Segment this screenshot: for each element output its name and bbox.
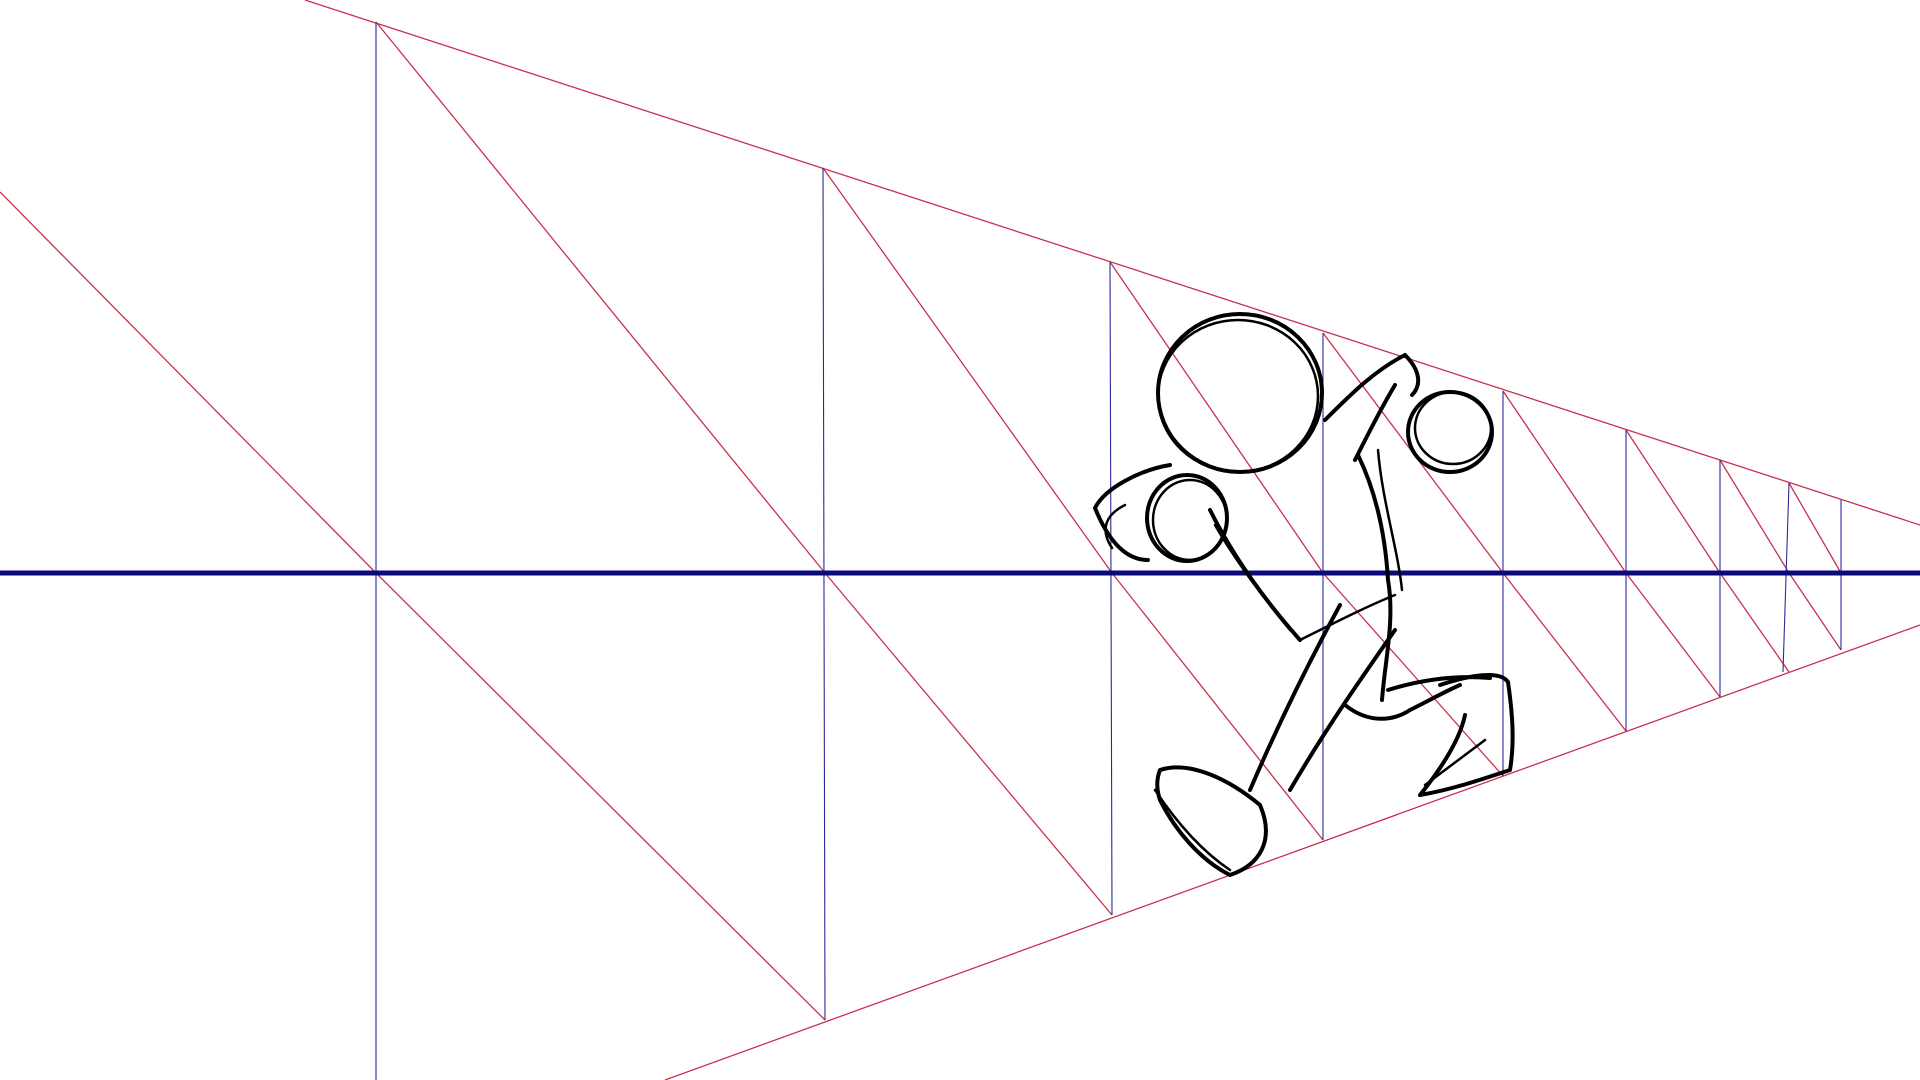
sketch-hip xyxy=(1298,593,1397,642)
sketch-sleeve xyxy=(1104,503,1127,550)
sketch-leg xyxy=(1343,703,1412,721)
top-rail-line xyxy=(304,0,1920,526)
bottom-rail-line xyxy=(664,624,1920,1080)
sketch-foot xyxy=(1155,765,1268,877)
diagonal-line xyxy=(1109,261,1324,574)
vertical-line xyxy=(822,167,826,1021)
figure-sketch xyxy=(1093,312,1515,877)
diagonal-line xyxy=(375,21,826,574)
sketch-forearm xyxy=(1213,523,1292,632)
diagonal-line xyxy=(824,572,1113,916)
sketch-foot xyxy=(1418,673,1515,797)
sketch-torso xyxy=(1356,453,1393,702)
sketch-fist xyxy=(1413,390,1493,466)
sketch-torso xyxy=(1376,448,1404,592)
sketch-head xyxy=(1156,318,1320,474)
sketch-leg xyxy=(1408,683,1462,712)
diagonal-line xyxy=(1788,482,1842,574)
sketch-arm xyxy=(1403,353,1421,397)
diagonal-line xyxy=(1625,429,1721,574)
sketch-foot xyxy=(1423,738,1487,787)
sketch-arm xyxy=(1353,383,1397,462)
diagonal-line xyxy=(1788,572,1842,651)
diagonal-line xyxy=(1625,572,1721,698)
sketch-fist xyxy=(1406,390,1494,474)
diagonal-line xyxy=(1719,572,1790,673)
sketch-arm xyxy=(1323,353,1407,422)
sketch-sleeve xyxy=(1093,463,1172,562)
diagonal-line xyxy=(1502,390,1627,574)
diagonal-line xyxy=(1322,572,1504,777)
sketch-foot xyxy=(1153,788,1232,872)
diagonal-line xyxy=(375,572,826,1021)
diagonal-line xyxy=(1111,572,1324,841)
diagonal-line xyxy=(0,191,377,574)
sketch-leg xyxy=(1288,628,1397,792)
vertical-divisions xyxy=(375,22,1842,1080)
sketch-leg xyxy=(1248,603,1342,792)
sketch-fist xyxy=(1151,478,1229,562)
diagonal-line xyxy=(1719,459,1790,574)
diagonal-line xyxy=(822,167,1113,574)
vertical-line xyxy=(1109,261,1113,916)
vertical-line xyxy=(1782,482,1790,673)
diagonal-line xyxy=(1502,572,1627,732)
